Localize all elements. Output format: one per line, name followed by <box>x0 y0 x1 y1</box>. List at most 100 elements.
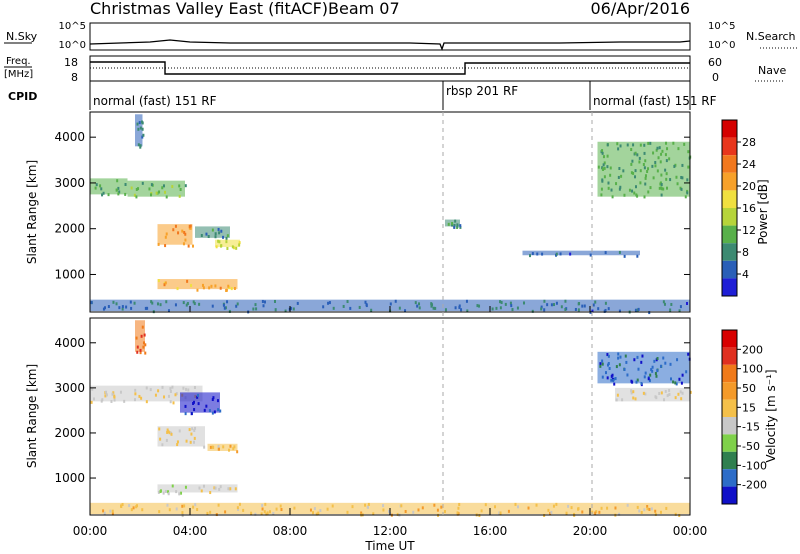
range-cell <box>662 300 665 304</box>
scatter-region <box>157 224 194 248</box>
range-cell <box>681 373 684 377</box>
range-cell <box>636 254 639 258</box>
range-cell <box>658 186 661 190</box>
scatter-region <box>90 299 690 315</box>
range-cell <box>168 508 171 512</box>
range-cell <box>142 341 145 345</box>
range-cell <box>219 485 222 489</box>
range-cell <box>129 300 132 304</box>
range-cell <box>130 508 133 512</box>
range-cell <box>511 308 514 312</box>
range-cell <box>182 386 185 390</box>
range-cell <box>601 151 604 155</box>
range-cell <box>142 345 145 349</box>
range-cell <box>606 143 609 147</box>
range-cell <box>238 243 241 247</box>
range-cell <box>145 386 148 390</box>
scatter-region <box>157 484 190 496</box>
range-cell <box>637 367 640 371</box>
range-cell <box>235 246 238 250</box>
range-cell <box>141 135 144 139</box>
range-cell <box>233 286 236 290</box>
range-cell <box>113 398 116 402</box>
radar-title: Christmas Valley East (fitACF) <box>90 0 328 18</box>
range-cell <box>675 175 678 179</box>
range-cell <box>610 378 613 382</box>
range-cell <box>185 439 188 443</box>
range-cell <box>110 399 113 403</box>
range-cell <box>364 503 367 507</box>
power-data-layer <box>90 114 692 315</box>
range-cell <box>615 365 618 369</box>
range-cell <box>606 165 609 169</box>
range-cell <box>104 306 107 310</box>
range-cell <box>128 504 131 508</box>
range-cell <box>138 121 141 125</box>
y-tick-label: 4000 <box>54 130 85 144</box>
range-cell <box>219 286 222 290</box>
range-cell <box>190 284 193 288</box>
range-cell <box>615 182 618 186</box>
range-cell <box>649 186 652 190</box>
range-cell <box>226 300 229 304</box>
range-cell <box>531 309 534 313</box>
range-cell <box>634 185 637 189</box>
range-cell <box>600 187 603 191</box>
colorbar-swatch <box>722 347 737 365</box>
range-cell <box>509 301 512 305</box>
range-cell <box>681 391 684 395</box>
range-cell <box>504 302 507 306</box>
range-cell <box>159 490 162 494</box>
range-cell <box>137 127 140 131</box>
range-cell <box>179 187 182 191</box>
range-cell <box>660 152 663 156</box>
range-cell <box>210 284 213 288</box>
range-cell <box>236 450 239 454</box>
cpid-panel: CPID normal (fast) 151 RF rbsp 201 RF no… <box>8 81 717 110</box>
range-cell <box>606 376 609 380</box>
range-cell <box>400 504 403 508</box>
freq-panel: Freq. [MHz] 18 8 60 0 Nave <box>4 55 786 84</box>
range-cell <box>641 354 644 358</box>
range-cell <box>618 363 621 367</box>
range-cell <box>135 187 138 191</box>
range-cell <box>654 371 657 375</box>
range-cell <box>599 364 602 368</box>
range-cell <box>628 188 631 192</box>
range-cell <box>192 505 195 509</box>
range-cell <box>342 304 345 308</box>
scatter-region <box>207 443 239 454</box>
range-cell <box>364 300 367 304</box>
range-cell <box>654 164 657 168</box>
region-fill <box>90 178 128 195</box>
range-cell <box>678 377 681 381</box>
range-cell <box>226 234 229 238</box>
range-cell <box>466 309 469 313</box>
range-cell <box>178 429 181 433</box>
range-cell <box>684 195 687 199</box>
noise-right-label: N.Search <box>746 30 796 43</box>
range-cell <box>211 398 214 402</box>
range-cell <box>202 286 205 290</box>
range-cell <box>592 303 595 307</box>
region-fill <box>215 239 240 248</box>
range-cell <box>260 512 263 516</box>
range-cell <box>662 187 665 191</box>
range-cell <box>674 396 677 400</box>
range-cell <box>157 389 160 393</box>
freq-right-tick-bottom: 0 <box>712 71 719 84</box>
range-cell <box>414 301 417 305</box>
range-cell <box>185 387 188 391</box>
range-cell <box>222 235 225 239</box>
range-cell <box>217 503 220 507</box>
range-cell <box>327 301 330 305</box>
colorbar-tick-label: 200 <box>742 343 763 356</box>
range-cell <box>136 350 139 354</box>
range-cell <box>175 392 178 396</box>
range-cell <box>220 244 223 248</box>
range-cell <box>90 400 93 404</box>
range-cell <box>187 388 190 392</box>
range-cell <box>211 445 214 449</box>
range-cell <box>154 393 157 397</box>
range-cell <box>529 254 532 258</box>
